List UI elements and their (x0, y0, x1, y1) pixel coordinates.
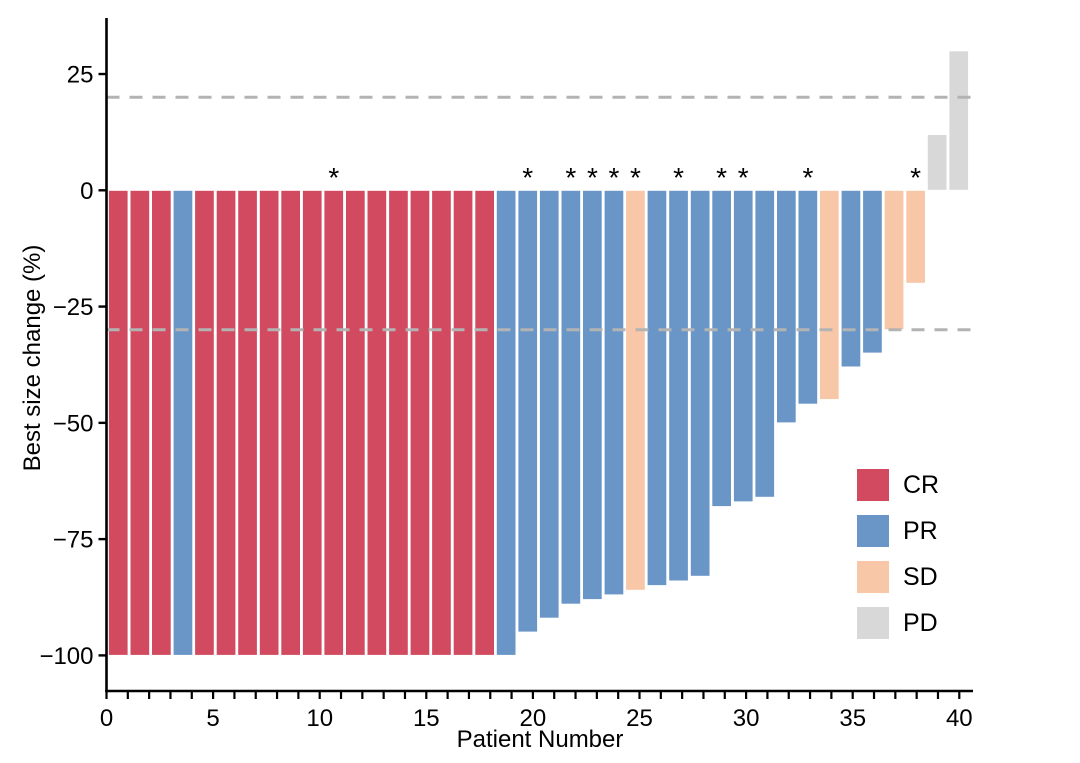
bar-patient-1 (107, 189, 129, 656)
y-tick-label-25: 25 (67, 62, 94, 89)
bar-patient-4 (172, 189, 194, 656)
bar-patient-23 (582, 189, 603, 601)
reference-lines-layer (106, 95, 973, 332)
bar-patient-39 (926, 134, 948, 191)
x-tick-label-40: 40 (946, 705, 973, 732)
x-tick-label-15: 15 (413, 705, 440, 732)
y-tick-label-0: 0 (80, 178, 93, 205)
bar-patient-27 (668, 189, 689, 582)
legend-item-pr: PR (857, 515, 939, 547)
x-tick-label-5: 5 (206, 705, 219, 732)
legend-swatch-pd (857, 607, 889, 639)
y-tick-label--100: −100 (39, 643, 93, 670)
legend-swatch-cr (857, 469, 889, 501)
legend: CR PR SD PD (857, 469, 939, 653)
asterisk-patient-11: * (328, 162, 339, 193)
bar-patient-38 (905, 189, 926, 284)
bar-patient-18 (474, 189, 495, 656)
legend-swatch-pr (857, 515, 889, 547)
y-tick-label--25: −25 (53, 294, 94, 321)
x-tick-label-25: 25 (626, 705, 653, 732)
bar-patient-31 (754, 189, 776, 498)
bar-patient-11 (323, 189, 345, 656)
bar-patient-25 (625, 189, 646, 591)
bar-patient-36 (862, 189, 883, 354)
bar-patient-20 (517, 189, 539, 633)
legend-item-cr: CR (857, 469, 939, 501)
legend-label-pd: PD (903, 609, 938, 637)
legend-label-cr: CR (903, 471, 940, 499)
x-axis-title: Patient Number (456, 726, 624, 753)
y-tick-label--50: −50 (53, 410, 94, 437)
bar-patient-32 (776, 189, 797, 424)
asterisk-patient-33: * (802, 162, 813, 193)
bar-patient-5 (194, 189, 215, 656)
bar-patient-35 (840, 189, 862, 368)
bar-patient-37 (883, 189, 905, 331)
bar-patient-28 (689, 189, 711, 577)
bar-patient-40 (948, 50, 970, 191)
bar-patient-34 (819, 189, 840, 401)
asterisk-patient-22: * (565, 162, 576, 193)
x-tick-label-10: 10 (306, 705, 333, 732)
asterisk-patient-29: * (716, 162, 727, 193)
asterisk-patient-23: * (587, 162, 598, 193)
x-tick-label-30: 30 (733, 705, 760, 732)
bar-patient-12 (345, 189, 366, 656)
bar-patient-3 (151, 189, 172, 656)
legend-item-sd: SD (857, 561, 939, 593)
bar-patient-8 (258, 189, 280, 656)
asterisk-patient-24: * (608, 162, 619, 193)
legend-label-sd: SD (903, 563, 938, 591)
asterisk-patient-25: * (630, 162, 641, 193)
bar-patient-19 (495, 189, 517, 656)
asterisk-patient-27: * (673, 162, 684, 193)
bar-patient-15 (409, 189, 431, 656)
bar-patient-6 (215, 189, 237, 656)
y-tick-label--75: −75 (53, 527, 94, 554)
bar-patient-29 (711, 189, 732, 508)
bar-patient-14 (388, 189, 409, 656)
bar-patient-9 (280, 189, 301, 656)
bar-patient-7 (237, 189, 258, 656)
bar-patient-21 (538, 189, 560, 619)
asterisk-patient-20: * (522, 162, 533, 193)
bar-patient-16 (431, 189, 452, 656)
bar-patient-2 (129, 189, 151, 656)
x-tick-label-0: 0 (100, 705, 113, 732)
asterisk-annotations-layer: * * * * * * * * * * * (328, 162, 921, 193)
bar-patient-17 (452, 189, 474, 656)
asterisk-patient-30: * (738, 162, 749, 193)
asterisk-patient-38: * (910, 162, 921, 193)
bar-patient-30 (732, 189, 754, 503)
legend-item-pd: PD (857, 607, 939, 639)
bar-patient-26 (646, 189, 668, 587)
bar-patient-22 (560, 189, 582, 605)
bar-patient-24 (603, 189, 625, 596)
x-tick-label-20: 20 (520, 705, 547, 732)
legend-swatch-sd (857, 561, 889, 593)
x-tick-label-35: 35 (839, 705, 866, 732)
bars-layer (107, 50, 970, 656)
legend-label-pr: PR (903, 517, 938, 545)
axes-layer: 25 0 −25 −50 −75 −100 0 5 10 15 20 25 30 35 40 (39, 18, 973, 732)
bar-patient-13 (366, 189, 388, 656)
y-axis-title: Best size change (%) (19, 244, 46, 472)
bar-patient-10 (301, 189, 323, 656)
bar-patient-33 (797, 189, 819, 405)
